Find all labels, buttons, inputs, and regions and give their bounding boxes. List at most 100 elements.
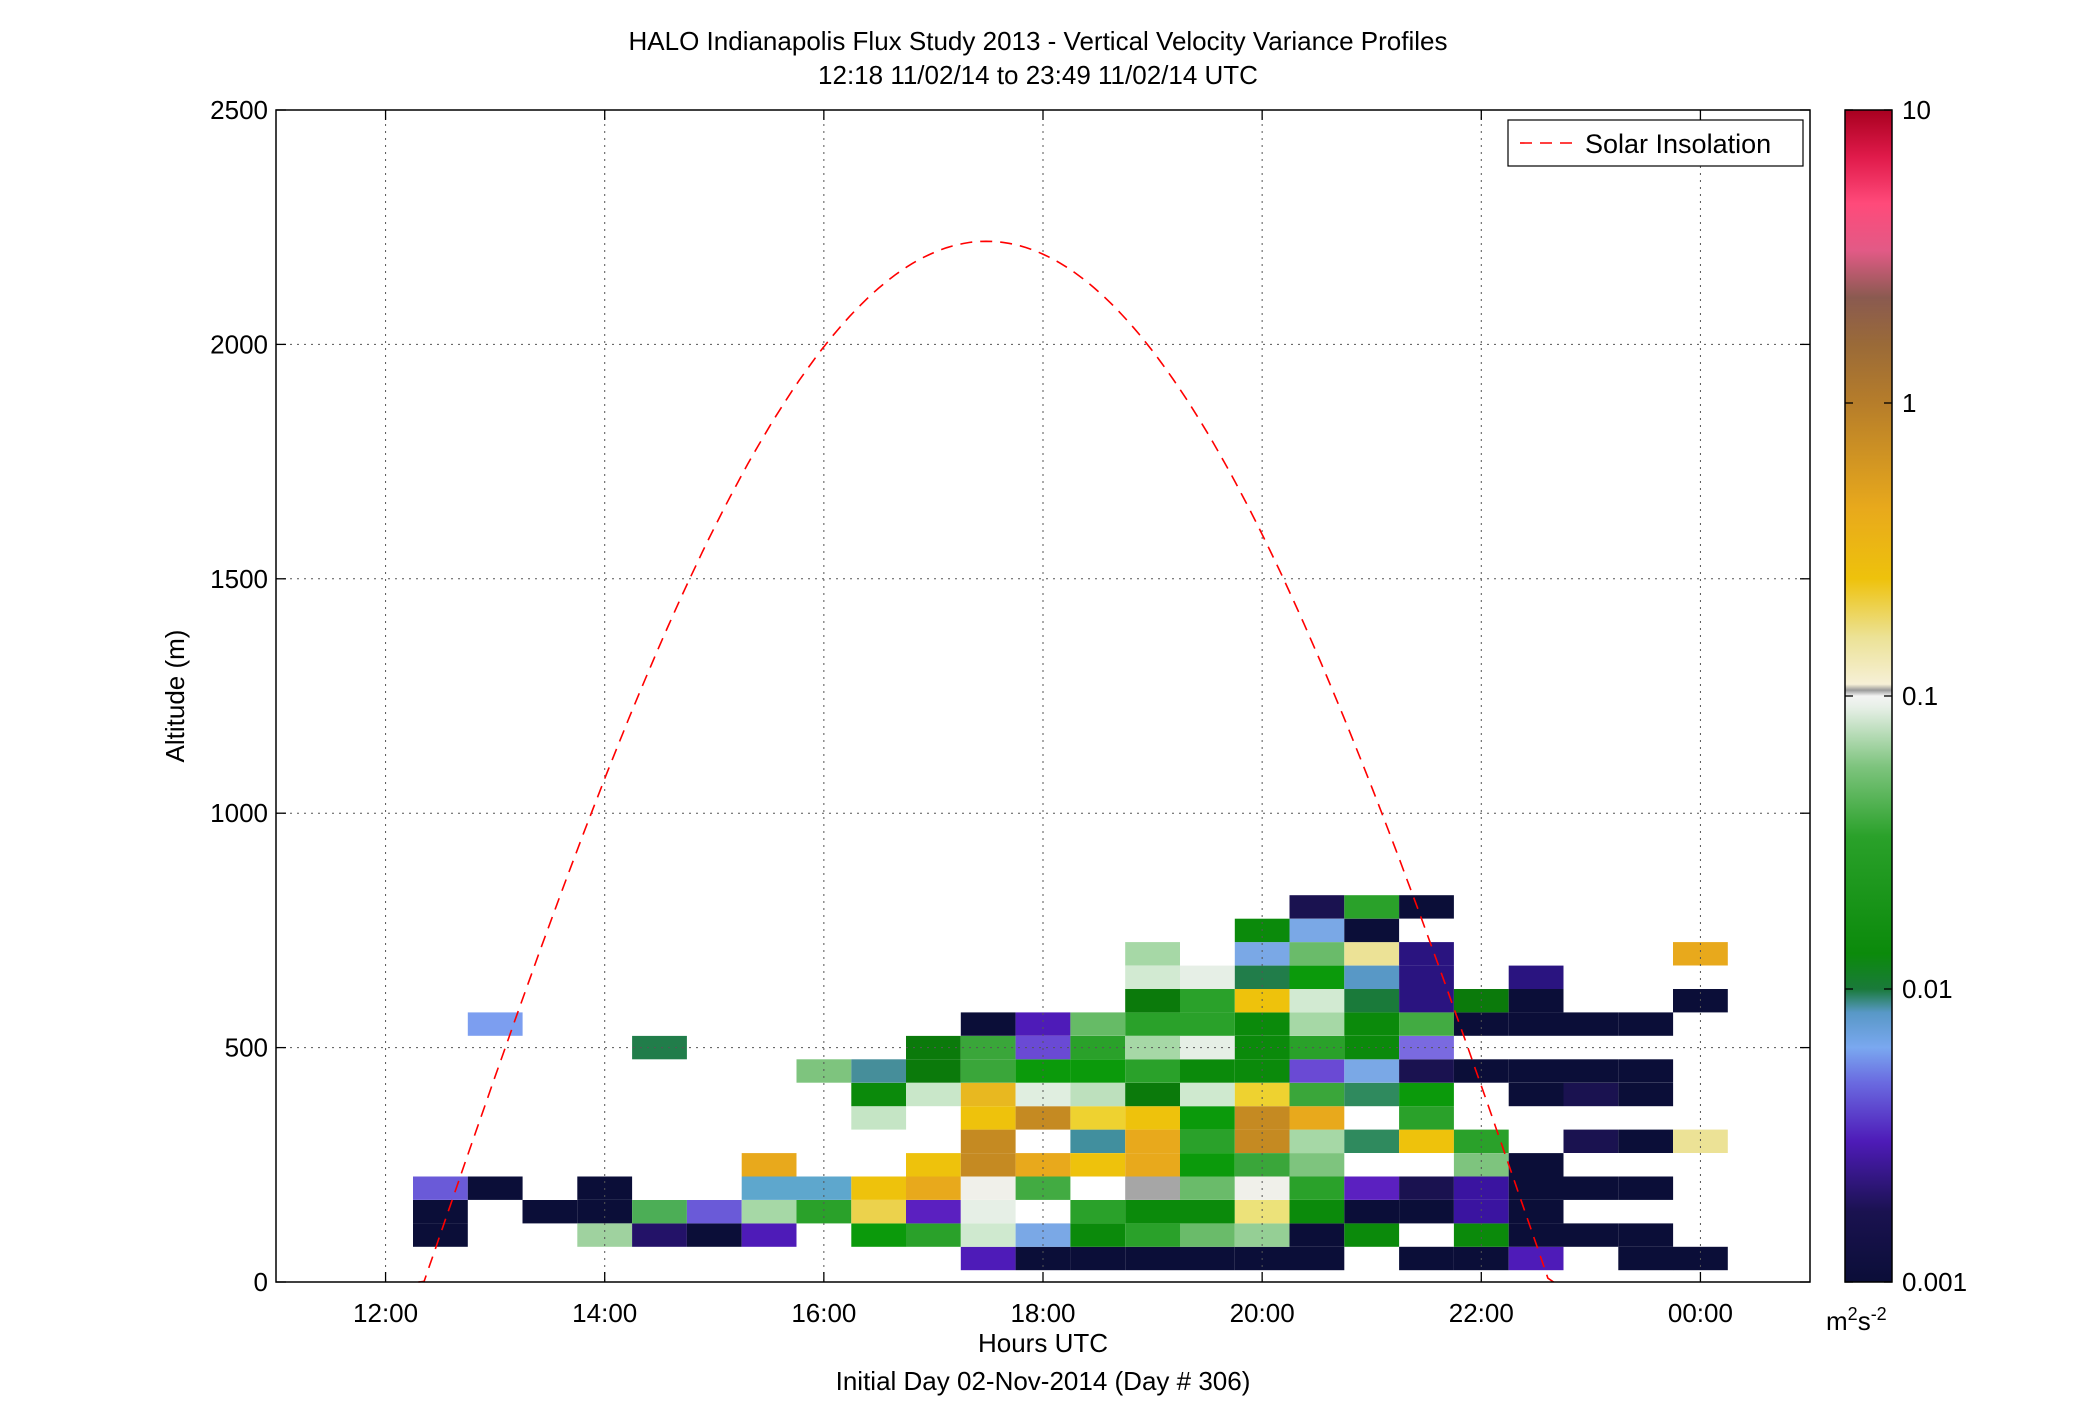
heatmap-cell bbox=[1015, 1035, 1071, 1060]
heatmap-cell bbox=[1563, 1129, 1619, 1153]
x-tick-label: 16:00 bbox=[791, 1298, 856, 1328]
heatmap-cell bbox=[1070, 1059, 1126, 1083]
heatmap-cell bbox=[1344, 1035, 1400, 1060]
y-axis-ticks: 0 500 1000 1500 2000 2500 bbox=[210, 95, 1810, 1297]
heatmap-cell bbox=[1125, 1246, 1180, 1271]
heatmap-cell bbox=[1070, 1106, 1126, 1130]
heatmap-cell bbox=[1673, 942, 1728, 966]
heatmap-cell bbox=[1234, 1129, 1290, 1153]
heatmap-cell bbox=[413, 1200, 468, 1224]
heatmap-cell bbox=[1015, 1106, 1071, 1130]
heatmap-cell bbox=[1563, 1082, 1619, 1107]
heatmap-cell bbox=[906, 1082, 961, 1107]
heatmap-cell bbox=[1289, 1223, 1345, 1247]
heatmap-cell bbox=[1508, 1012, 1564, 1036]
heatmap-cell bbox=[1563, 1012, 1619, 1036]
heatmap-cell bbox=[1289, 1200, 1345, 1224]
colorbar-unit-mid: s bbox=[1858, 1306, 1871, 1336]
heatmap-cell bbox=[1453, 1012, 1509, 1036]
chart-title: HALO Indianapolis Flux Study 2013 - Vert… bbox=[629, 26, 1448, 56]
heatmap-cell bbox=[1289, 1106, 1345, 1130]
heatmap-cell bbox=[1070, 1082, 1126, 1107]
heatmap-cell bbox=[413, 1223, 468, 1247]
heatmap-cell bbox=[960, 1223, 1016, 1247]
heatmap-cell bbox=[1673, 1129, 1728, 1153]
x-tick-label: 18:00 bbox=[1010, 1298, 1075, 1328]
heatmap-cell bbox=[1289, 895, 1345, 919]
heatmap-cell bbox=[1070, 1012, 1126, 1036]
heatmap-cell bbox=[1180, 1176, 1235, 1200]
heatmap-cell bbox=[851, 1223, 907, 1247]
heatmap-cell bbox=[1070, 1200, 1126, 1224]
heatmap-cell bbox=[1234, 1153, 1290, 1177]
heatmap-cell bbox=[1015, 1223, 1071, 1247]
heatmap-cell bbox=[1289, 942, 1345, 966]
heatmap-cell bbox=[686, 1200, 742, 1224]
heatmap-cell bbox=[1180, 1012, 1235, 1036]
heatmap-cell bbox=[1125, 989, 1180, 1013]
heatmap-cell bbox=[1344, 1223, 1400, 1247]
heatmap-cell bbox=[1180, 1153, 1235, 1177]
heatmap-cell bbox=[851, 1176, 907, 1200]
legend-box bbox=[1507, 119, 1804, 167]
heatmap-cell bbox=[1234, 1223, 1290, 1247]
heatmap-cell bbox=[1563, 1059, 1619, 1083]
heatmap-cell bbox=[851, 1059, 907, 1083]
heatmap-cell bbox=[1070, 1153, 1126, 1177]
colorbar-unit-base: m bbox=[1826, 1306, 1848, 1336]
heatmap-cell bbox=[960, 1176, 1016, 1200]
heatmap-cell bbox=[1399, 1012, 1454, 1036]
colorbar-tick-label: 0.01 bbox=[1902, 974, 1953, 1004]
heatmap-cell bbox=[1234, 1106, 1290, 1130]
heatmap-cell bbox=[1070, 1035, 1126, 1060]
heatmap-cell bbox=[1289, 965, 1345, 989]
heatmap-cell bbox=[1070, 1223, 1126, 1247]
colorbar-tick-label: 0.001 bbox=[1902, 1267, 1967, 1297]
heatmap-cell bbox=[960, 1082, 1016, 1107]
heatmap-cell bbox=[1180, 965, 1235, 989]
heatmap-cell bbox=[1508, 965, 1564, 989]
heatmap-cell bbox=[1399, 1129, 1454, 1153]
heatmap-cell bbox=[1508, 989, 1564, 1013]
heatmap-cell bbox=[1344, 965, 1400, 989]
heatmap-cell bbox=[906, 1153, 961, 1177]
heatmap-cell bbox=[1618, 1176, 1674, 1200]
colorbar-tick-label: 10 bbox=[1902, 95, 1931, 125]
heatmap-cell bbox=[1125, 1012, 1180, 1036]
x-axis-ticks: 12:00 14:00 16:00 18:00 20:00 22:00 00:00 bbox=[353, 110, 1733, 1328]
heatmap-cell bbox=[1125, 1176, 1180, 1200]
heatmap-cell bbox=[1344, 1012, 1400, 1036]
x-tick-label: 12:00 bbox=[353, 1298, 418, 1328]
heatmap-cell bbox=[1070, 1129, 1126, 1153]
heatmap-cell bbox=[1234, 942, 1290, 966]
x-tick-label: 22:00 bbox=[1449, 1298, 1514, 1328]
x-tick-label: 20:00 bbox=[1230, 1298, 1295, 1328]
heatmap-cells bbox=[413, 895, 1728, 1271]
chart-subtitle: 12:18 11/02/14 to 23:49 11/02/14 UTC bbox=[818, 60, 1258, 90]
heatmap-cell bbox=[1344, 1059, 1400, 1083]
heatmap-cell bbox=[1125, 1082, 1180, 1107]
heatmap-cell bbox=[1234, 1012, 1290, 1036]
heatmap-cell bbox=[1399, 989, 1454, 1013]
heatmap-cell bbox=[467, 1176, 523, 1200]
legend: Solar Insolation bbox=[1507, 119, 1804, 167]
heatmap-cell bbox=[1289, 1035, 1345, 1060]
heatmap-cell bbox=[1234, 1200, 1290, 1224]
heatmap-cell bbox=[1125, 1200, 1180, 1224]
colorbar-tick-label: 1 bbox=[1902, 388, 1916, 418]
heatmap-cell bbox=[1180, 1246, 1235, 1271]
heatmap-cell bbox=[960, 1059, 1016, 1083]
y-axis-label: Altitude (m) bbox=[160, 630, 190, 763]
heatmap-cell bbox=[1125, 942, 1180, 966]
heatmap-cell bbox=[1399, 1200, 1454, 1224]
heatmap-cell bbox=[1289, 1246, 1345, 1271]
heatmap-cell bbox=[1234, 1082, 1290, 1107]
heatmap-cell bbox=[906, 1035, 961, 1060]
heatmap-cell bbox=[1289, 1129, 1345, 1153]
heatmap-cell bbox=[1563, 1223, 1619, 1247]
heatmap-cell bbox=[906, 1223, 961, 1247]
heatmap-cell bbox=[741, 1153, 797, 1177]
heatmap-cell bbox=[1289, 1176, 1345, 1200]
heatmap-cell bbox=[1453, 1200, 1509, 1224]
solar-insolation-line bbox=[418, 240, 1555, 1283]
